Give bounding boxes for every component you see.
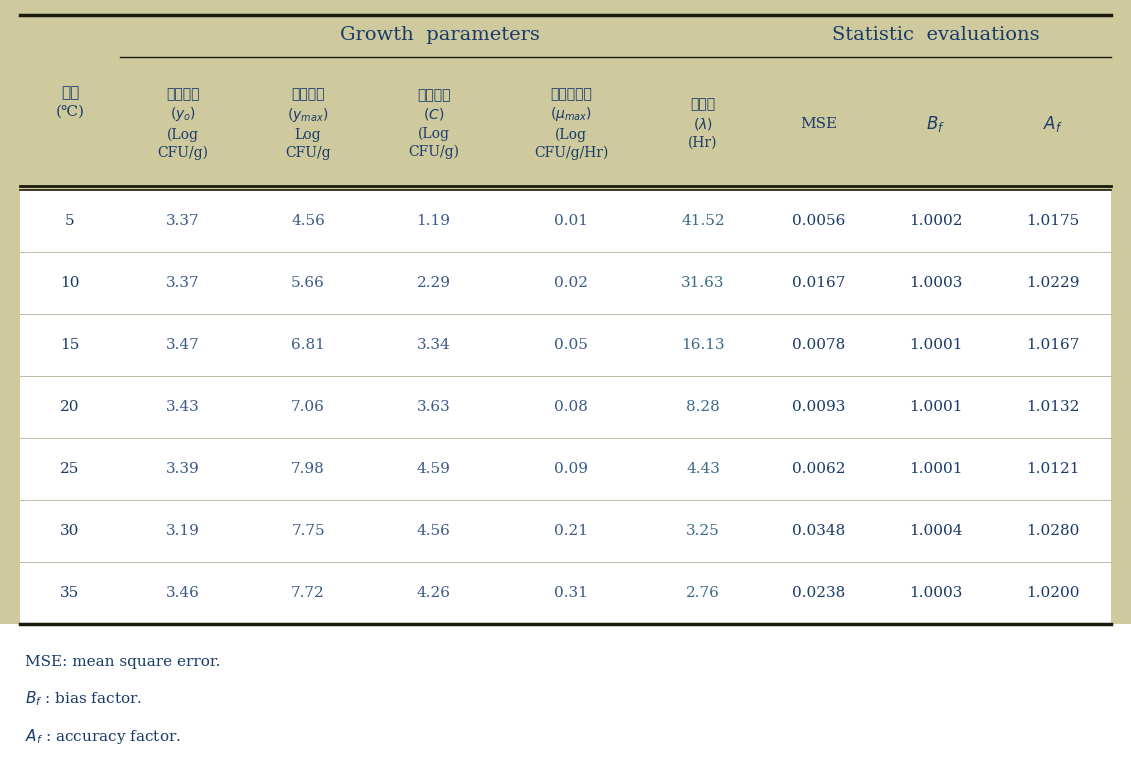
Text: 최대성장률
$(\mu_{max})$
(Log
CFU/g/Hr): 최대성장률 $(\mu_{max})$ (Log CFU/g/Hr) — [534, 86, 608, 160]
Text: 초기균수
$(y_o)$
(Log
CFU/g): 초기균수 $(y_o)$ (Log CFU/g) — [157, 86, 208, 160]
Text: 4.59: 4.59 — [416, 462, 450, 476]
Text: 6.81: 6.81 — [291, 338, 325, 352]
Text: 4.43: 4.43 — [687, 462, 720, 476]
Text: 30: 30 — [60, 524, 79, 538]
Text: 0.08: 0.08 — [554, 400, 588, 414]
Text: $A_f$ : accuracy factor.: $A_f$ : accuracy factor. — [25, 726, 181, 746]
Text: 0.0348: 0.0348 — [792, 524, 845, 538]
Text: MSE: mean square error.: MSE: mean square error. — [25, 655, 221, 669]
Text: 1.0001: 1.0001 — [909, 338, 962, 352]
Text: 0.0062: 0.0062 — [792, 462, 845, 476]
Text: 0.0056: 0.0056 — [792, 214, 845, 228]
Text: 4.26: 4.26 — [416, 586, 450, 600]
Bar — [20, 15, 1111, 190]
Text: 7.75: 7.75 — [292, 524, 325, 538]
Text: 0.01: 0.01 — [554, 214, 588, 228]
Text: 3.37: 3.37 — [166, 214, 199, 228]
Text: 0.0238: 0.0238 — [792, 586, 845, 600]
Text: 2.29: 2.29 — [416, 276, 450, 290]
Text: 3.37: 3.37 — [166, 276, 199, 290]
Text: 0.31: 0.31 — [554, 586, 588, 600]
Text: 유도기
$(\lambda)$
(Hr): 유도기 $(\lambda)$ (Hr) — [689, 97, 718, 150]
Text: $A_f$: $A_f$ — [1043, 113, 1062, 134]
Text: 2.76: 2.76 — [687, 586, 720, 600]
Text: 7.72: 7.72 — [291, 586, 325, 600]
Text: 3.39: 3.39 — [166, 462, 199, 476]
Text: 0.05: 0.05 — [554, 338, 588, 352]
Text: 1.0003: 1.0003 — [909, 276, 962, 290]
Text: 1.0002: 1.0002 — [909, 214, 962, 228]
Text: 0.02: 0.02 — [554, 276, 588, 290]
Text: 1.0280: 1.0280 — [1026, 524, 1079, 538]
Text: 3.19: 3.19 — [165, 524, 199, 538]
Text: 1.0001: 1.0001 — [909, 400, 962, 414]
Text: 10: 10 — [60, 276, 79, 290]
Text: 3.47: 3.47 — [166, 338, 199, 352]
Text: 3.43: 3.43 — [166, 400, 199, 414]
Text: 16.13: 16.13 — [681, 338, 725, 352]
Text: 1.0167: 1.0167 — [1026, 338, 1079, 352]
Text: 31.63: 31.63 — [681, 276, 725, 290]
Bar — [0, 624, 1131, 772]
Text: 1.0132: 1.0132 — [1026, 400, 1079, 414]
Text: 최대균수
$(y_{max})$
Log
CFU/g: 최대균수 $(y_{max})$ Log CFU/g — [285, 87, 331, 160]
Text: 1.0200: 1.0200 — [1026, 586, 1079, 600]
Text: Statistic  evaluations: Statistic evaluations — [831, 26, 1039, 44]
Text: 25: 25 — [60, 462, 79, 476]
Text: 3.46: 3.46 — [165, 586, 199, 600]
Text: 5.66: 5.66 — [291, 276, 325, 290]
Text: 0.0093: 0.0093 — [792, 400, 845, 414]
Text: MSE: MSE — [800, 117, 837, 130]
Text: 15: 15 — [60, 338, 79, 352]
Text: 5: 5 — [66, 214, 75, 228]
Text: 1.0003: 1.0003 — [909, 586, 962, 600]
Text: 20: 20 — [60, 400, 79, 414]
Text: 35: 35 — [60, 586, 79, 600]
Text: 1.0229: 1.0229 — [1026, 276, 1079, 290]
Text: 1.0121: 1.0121 — [1026, 462, 1079, 476]
Text: 41.52: 41.52 — [681, 214, 725, 228]
Text: Growth  parameters: Growth parameters — [340, 26, 539, 44]
Text: 7.06: 7.06 — [291, 400, 325, 414]
Text: 1.0175: 1.0175 — [1026, 214, 1079, 228]
Text: 1.0001: 1.0001 — [909, 462, 962, 476]
Text: $B_f$: $B_f$ — [926, 113, 946, 134]
Text: 3.25: 3.25 — [687, 524, 720, 538]
Bar — [20, 190, 1111, 624]
Text: 1.0004: 1.0004 — [909, 524, 962, 538]
Text: 7.98: 7.98 — [291, 462, 325, 476]
Text: 0.21: 0.21 — [554, 524, 588, 538]
Text: $B_f$ : bias factor.: $B_f$ : bias factor. — [25, 689, 143, 709]
Text: 8.28: 8.28 — [687, 400, 720, 414]
Text: 0.0167: 0.0167 — [792, 276, 845, 290]
Text: 3.63: 3.63 — [416, 400, 450, 414]
Text: 4.56: 4.56 — [416, 524, 450, 538]
Text: 균수차이
$(C)$
(Log
CFU/g): 균수차이 $(C)$ (Log CFU/g) — [408, 88, 459, 159]
Text: 3.34: 3.34 — [416, 338, 450, 352]
Text: 1.19: 1.19 — [416, 214, 450, 228]
Text: 4.56: 4.56 — [291, 214, 325, 228]
Text: 온도
(℃): 온도 (℃) — [55, 86, 85, 118]
Text: 0.0078: 0.0078 — [792, 338, 845, 352]
Text: 0.09: 0.09 — [554, 462, 588, 476]
